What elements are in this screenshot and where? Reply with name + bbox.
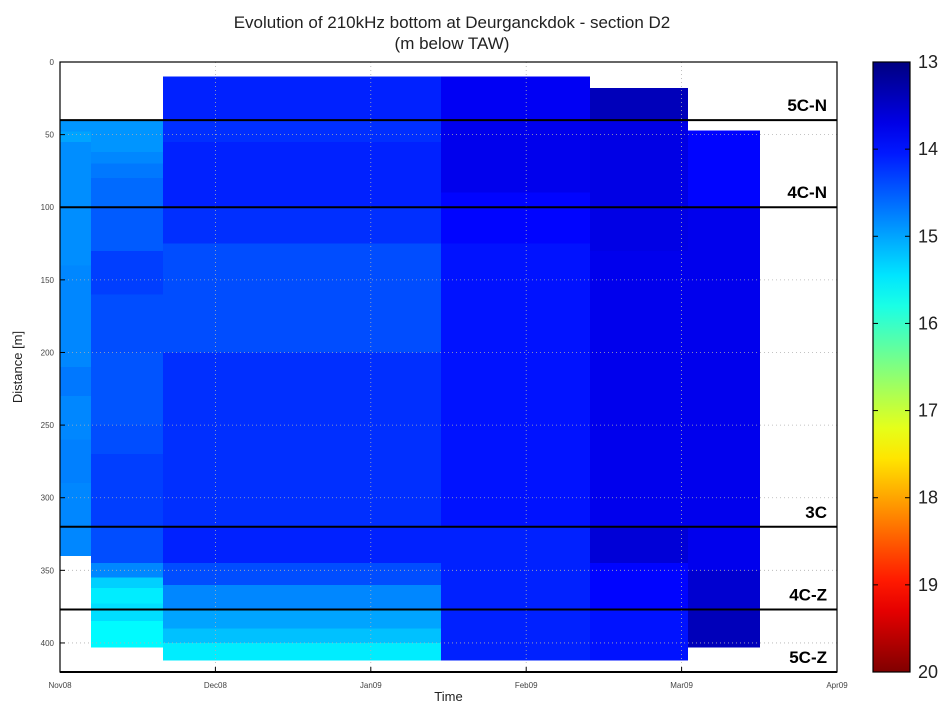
- heatmap-cell: [162, 584, 441, 610]
- heatmap-cell: [90, 621, 163, 648]
- heatmap-cell: [687, 207, 760, 571]
- heatmap-cell: [60, 396, 91, 440]
- colorbar-tick-label: 15: [918, 226, 938, 246]
- reference-label: 3C: [805, 503, 827, 522]
- heatmap-cell: [590, 609, 688, 661]
- y-tick-label: 400: [41, 639, 55, 648]
- heatmap-cell: [162, 642, 441, 661]
- x-axis-label: Time: [434, 689, 462, 704]
- heatmap-cell: [440, 526, 591, 661]
- heatmap-cell: [162, 76, 441, 121]
- y-tick-label: 250: [41, 421, 55, 430]
- heatmap-cell: [590, 563, 688, 610]
- heatmap-cell: [440, 76, 591, 121]
- y-tick-label: 0: [50, 58, 55, 67]
- heatmap-cell: [162, 352, 441, 527]
- heatmap-cell: [162, 563, 441, 585]
- colorbar: 13 14 15 16 17 18 19 20: [872, 52, 938, 682]
- heatmap-cell: [162, 243, 441, 353]
- heatmap-cell: [60, 120, 91, 132]
- heatmap-cell: [90, 563, 163, 578]
- heatmap-cell: [90, 352, 163, 426]
- heatmap-cell: [162, 526, 441, 564]
- heatmap-cell: [60, 141, 91, 266]
- heatmap-cells: [60, 76, 760, 661]
- colorbar-tick-label: 13: [918, 52, 938, 72]
- heatmap-cell: [440, 243, 591, 527]
- heatmap-cell: [60, 265, 91, 367]
- colorbar-tick-label: 20: [918, 662, 938, 682]
- axes: Nov08 Dec08 Jan09 Feb09 Mar09 Apr09 0 50 100 150 2…: [10, 58, 848, 704]
- heatmap-cell: [60, 439, 91, 484]
- heatmap-cell: [590, 526, 688, 564]
- x-tick-label: Mar09: [670, 681, 693, 690]
- colorbar-tick-label: 19: [918, 575, 938, 595]
- x-tick-label: Nov08: [48, 681, 72, 690]
- colorbar-tick-label: 17: [918, 401, 938, 421]
- reference-label: 5C-Z: [789, 648, 827, 667]
- heatmap-cell: [687, 570, 760, 611]
- heatmap-cell: [90, 526, 163, 564]
- heatmap-cell: [90, 454, 163, 527]
- reference-label: 4C-Z: [789, 586, 827, 605]
- colorbar-tick-label: 16: [918, 313, 938, 333]
- heatmap-cell: [90, 294, 163, 353]
- y-tick-label: 50: [45, 131, 54, 140]
- heatmap-cell: [590, 120, 688, 251]
- heatmap-cell: [90, 178, 163, 208]
- x-tick-label: Jan09: [360, 681, 382, 690]
- heatmap-cell: [162, 120, 441, 142]
- heatmap-cell: [440, 120, 591, 193]
- heatmap-cell: [90, 207, 163, 251]
- heatmap-cell: [90, 603, 163, 622]
- heatmap-cell: [90, 163, 163, 179]
- heatmap-cell: [90, 425, 163, 455]
- reference-label: 5C-N: [787, 96, 827, 115]
- heatmap-cell: [162, 628, 441, 643]
- y-tick-label: 100: [41, 203, 55, 212]
- heatmap-cell: [90, 152, 163, 164]
- chart-title: Evolution of 210kHz bottom at Deurganckd…: [234, 13, 671, 32]
- colorbar-bar: [872, 61, 911, 673]
- heatmap-cell: [162, 609, 441, 629]
- grid: [60, 62, 837, 672]
- reference-label: 4C-N: [787, 183, 827, 202]
- y-tick-label: 300: [41, 494, 55, 503]
- heatmap-cell: [90, 587, 163, 604]
- colorbar-tick-label: 18: [918, 488, 938, 508]
- y-tick-label: 350: [41, 566, 55, 575]
- reference-lines: 5C-N 4C-N 3C 4C-Z 5C-Z: [60, 96, 837, 667]
- heatmap-cell: [60, 131, 91, 142]
- y-tick-label: 150: [41, 276, 55, 285]
- heatmap-cell: [162, 141, 441, 208]
- y-axis-label: Distance [m]: [10, 331, 25, 403]
- x-tick-label: Feb09: [515, 681, 538, 690]
- heatmap-cell: [60, 483, 91, 556]
- heatmap-cell: [687, 130, 760, 208]
- colorbar-tick-label: 14: [918, 139, 938, 159]
- heatmap-cell: [90, 120, 163, 153]
- heatmap-cell: [440, 192, 591, 244]
- heatmap-cell: [590, 88, 688, 121]
- heatmap-cell: [590, 250, 688, 527]
- heatmap-cell: [60, 367, 91, 397]
- y-tick-label: 200: [41, 348, 55, 357]
- heatmap-cell: [162, 207, 441, 244]
- x-tick-label: Dec08: [204, 681, 228, 690]
- heatmap-cell: [90, 577, 163, 588]
- chart-subtitle: (m below TAW): [395, 34, 510, 53]
- heatmap-cell: [90, 250, 163, 295]
- x-tick-label: Apr09: [826, 681, 848, 690]
- heatmap-cell: [687, 611, 760, 648]
